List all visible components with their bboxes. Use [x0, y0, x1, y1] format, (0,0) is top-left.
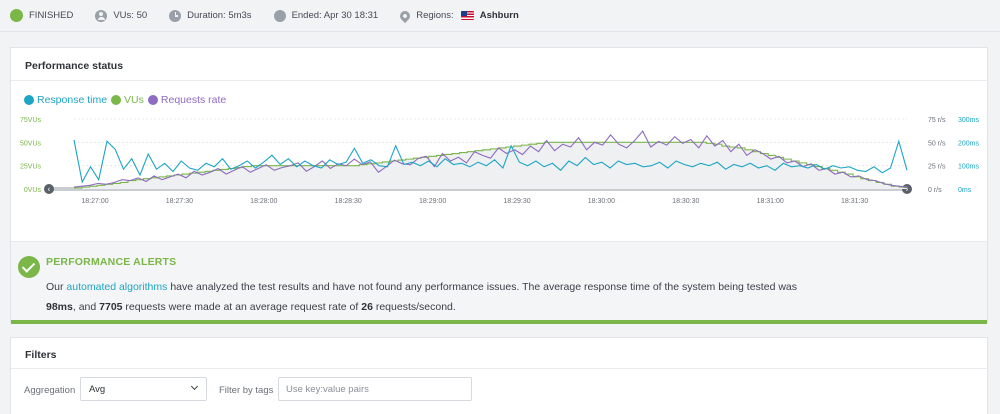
time-axis-tick-label: 300ms: [958, 117, 980, 124]
status-duration-label: Duration: 5m3s: [187, 10, 252, 21]
y-axis-tick-label: 50VUs: [20, 140, 42, 147]
status-duration: Duration: 5m3s: [169, 9, 252, 22]
aggregation-label: Aggregation: [24, 385, 76, 396]
status-ended-label: Ended: Apr 30 18:31: [291, 10, 379, 21]
vus-area: [74, 142, 907, 189]
automated-algorithms-link[interactable]: automated algorithms: [66, 281, 168, 293]
status-regions: Regions: Ashburn: [398, 8, 519, 23]
x-axis-tick-label: 18:29:30: [503, 198, 530, 205]
y-axis-tick-label: 25VUs: [20, 164, 42, 171]
legend-dot-icon: [24, 95, 34, 105]
x-axis-tick-label: 18:28:00: [250, 198, 277, 205]
us-flag-icon: [460, 11, 474, 20]
rate-axis-tick-label: 25 r/s: [928, 164, 946, 171]
x-axis-tick-label: 18:28:30: [335, 198, 362, 205]
rate-axis-tick-label: 50 r/s: [928, 140, 946, 147]
legend-requests-rate-label: Requests rate: [160, 94, 227, 106]
chevron-down-icon: [190, 382, 199, 391]
series-line-response-time: [73, 139, 908, 184]
x-axis-tick-label: 18:29:00: [419, 198, 446, 205]
x-axis-tick-label: 18:31:00: [757, 198, 784, 205]
performance-status-panel: Performance status Response time VUs Req…: [10, 47, 988, 324]
x-axis-tick-label: 18:27:00: [81, 198, 108, 205]
series-line-vus: [74, 141, 908, 189]
legend-vus-label: VUs: [124, 94, 144, 106]
clock-icon: [169, 9, 182, 22]
panel-divider: [11, 80, 987, 81]
legend-response-time[interactable]: Response time: [24, 94, 107, 106]
performance-chart: 75VUs 50VUs 25VUs 0VUs 75 r/s 50 r/s 25 r/s 0 r…: [20, 117, 980, 205]
panel-divider: [11, 368, 987, 369]
rate-axis-tick-label: 75 r/s: [928, 117, 946, 124]
total-requests: 7705: [99, 301, 123, 313]
status-ended: Ended: Apr 30 18:31: [273, 9, 379, 22]
chevron-right-icon: ›: [906, 185, 909, 194]
alerts-status-bar: [11, 320, 987, 324]
x-axis-tick-label: 18:27:30: [166, 198, 193, 205]
legend-requests-rate[interactable]: Requests rate: [147, 94, 227, 106]
x-axis-tick-label: 18:31:30: [841, 198, 868, 205]
status-vus: VUs: 50: [95, 9, 148, 22]
scroll-left-handle: [44, 184, 54, 194]
y-axis-tick-label: 75VUs: [20, 117, 42, 124]
performance-alerts-title: PERFORMANCE ALERTS: [46, 256, 177, 268]
filter-by-tags-label: Filter by tags: [219, 385, 274, 396]
checkmark-icon: [18, 256, 40, 278]
x-axis-tick-label: 18:30:00: [588, 198, 615, 205]
performance-alerts: PERFORMANCE ALERTS Our automated algorit…: [11, 241, 987, 324]
legend-dot-icon: [147, 95, 158, 105]
chevron-left-icon: ‹: [48, 185, 51, 194]
avg-request-rate: 26: [361, 301, 373, 313]
y-axis-tick-label: 0VUs: [24, 187, 42, 194]
alerts-text-part: requests were made at an average request…: [122, 301, 362, 313]
legend-response-time-label: Response time: [37, 94, 108, 106]
aggregation-select[interactable]: Avg: [80, 377, 207, 401]
time-axis-tick-label: 200ms: [958, 140, 980, 147]
performance-alerts-text: Our automated algorithms have analyzed t…: [46, 277, 806, 317]
performance-status-title: Performance status: [25, 60, 124, 72]
filters-title: Filters: [25, 349, 57, 361]
finished-status-icon: [10, 9, 23, 22]
series-line-requests-rate: [73, 130, 908, 188]
alerts-text-part: Our: [46, 281, 67, 293]
legend-dot-icon: [111, 95, 122, 105]
user-icon: [95, 9, 108, 22]
filters-panel: Filters Aggregation Avg Filter by tags: [10, 337, 988, 414]
region-name: Ashburn: [479, 10, 519, 21]
status-finished-label: FINISHED: [29, 10, 74, 21]
avg-response-time: 98ms: [46, 301, 73, 313]
aggregation-value: Avg: [89, 384, 106, 395]
test-status-bar: FINISHED VUs: 50 Duration: 5m3s Ended: A…: [0, 0, 1000, 32]
x-axis-tick-label: 18:30:30: [672, 198, 699, 205]
chart-legend: Response time VUs Requests rate: [24, 94, 230, 106]
alerts-text-part: , and: [72, 301, 100, 313]
ended-icon: [273, 9, 286, 22]
filter-tags-input[interactable]: [278, 377, 472, 401]
time-axis-tick-label: 0ms: [958, 187, 972, 194]
status-vus-label: VUs: 50: [113, 10, 148, 21]
alerts-text-part: have analyzed the test results and have …: [167, 281, 797, 293]
status-finished: FINISHED: [10, 9, 73, 22]
location-pin-icon: [398, 8, 413, 23]
time-axis-tick-label: 100ms: [958, 164, 980, 171]
status-regions-label: Regions:: [416, 10, 454, 21]
legend-vus[interactable]: VUs: [111, 94, 144, 106]
rate-axis-tick-label: 0 r/s: [928, 187, 942, 194]
alerts-text-part: requests/second.: [372, 301, 456, 313]
